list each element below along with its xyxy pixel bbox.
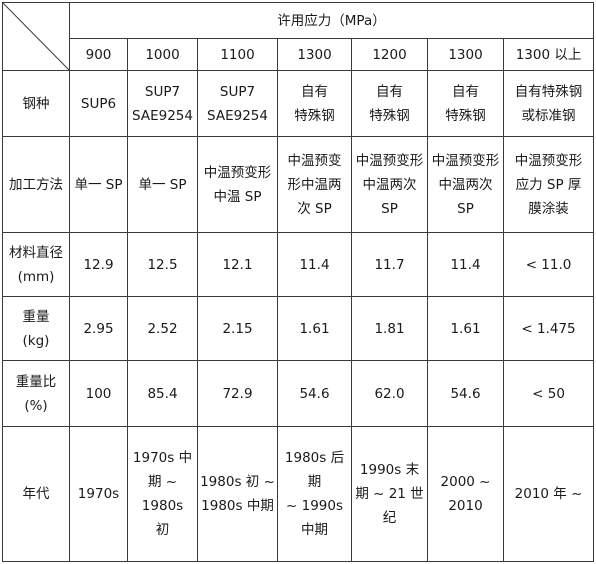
table-cell: 2.52 [127, 296, 198, 361]
table-cell: 11.7 [351, 232, 428, 297]
table-cell: 单一 SP [127, 136, 198, 233]
table-cell: 100 [69, 360, 128, 427]
table-cell: < 11.0 [502, 232, 595, 297]
table-cell: 1990s 末 期 ~ 21 世纪 [351, 426, 428, 562]
table-cell: 单一 SP [69, 136, 128, 233]
corner-diagonal-icon [3, 3, 69, 70]
table-cell: 中温预变形 中温两次 SP [427, 136, 504, 233]
table-cell: SUP7 SAE9254 [127, 70, 198, 137]
table-cell: 54.6 [277, 360, 352, 427]
table-row-material-diameter: 材料直径 (mm) 12.9 12.5 12.1 11.4 11.7 11.4 … [2, 232, 595, 297]
table-cell: 1970s [69, 426, 128, 562]
table-cell: 1980s 初 ~ 1980s 中期 [197, 426, 278, 562]
stress-values-row: 900 1000 1100 1300 1200 1300 1300 以上 [3, 38, 595, 71]
table-cell: 85.4 [127, 360, 198, 427]
table-cell: 1.61 [277, 296, 352, 361]
row-label-steel-grade: 钢种 [2, 70, 70, 137]
table-cell: 11.4 [427, 232, 504, 297]
table-cell: 12.5 [127, 232, 198, 297]
table-cell: 12.9 [69, 232, 128, 297]
table-cell: 1.61 [427, 296, 504, 361]
stress-column-header: 1300 以上 [502, 38, 595, 71]
table-cell: 2000 ~ 2010 [427, 426, 504, 562]
stress-column-header: 1000 [127, 38, 198, 71]
table-cell: SUP6 [69, 70, 128, 137]
table-cell: 1970s 中 期 ~ 1980s 初 [127, 426, 198, 562]
stress-column-header: 900 [69, 38, 128, 71]
stress-group-header: 许用应力（MPa） [68, 2, 595, 39]
table-cell: 72.9 [197, 360, 278, 427]
row-label-processing-method: 加工方法 [2, 136, 70, 233]
stress-column-header: 1300 [277, 38, 352, 71]
table-cell: 11.4 [277, 232, 352, 297]
table-cell: 1980s 后 期 ~ 1990s 中期 [277, 426, 352, 562]
table-cell: < 50 [502, 360, 595, 427]
table-cell: 中温预变形 中温 SP [197, 136, 278, 233]
table-cell: 中温预变形 应力 SP 厚 膜涂装 [502, 136, 595, 233]
row-label-weight-ratio: 重量比 (%) [2, 360, 70, 427]
row-label-material-diameter: 材料直径 (mm) [2, 232, 70, 297]
table-row-weight-ratio: 重量比 (%) 100 85.4 72.9 54.6 62.0 54.6 < 5… [2, 360, 595, 427]
row-label-weight: 重量 (kg) [2, 296, 70, 361]
stress-column-header: 1100 [197, 38, 278, 71]
table-cell: 2010 年 ~ [502, 426, 595, 562]
table-cell: 自有 特殊钢 [277, 70, 352, 137]
row-label-era: 年代 [2, 426, 70, 562]
table-cell: 中温预变形 中温两次 SP [351, 136, 428, 233]
table-cell: 12.1 [197, 232, 278, 297]
stress-column-header: 1200 [351, 38, 428, 71]
corner-cell [2, 2, 70, 71]
table-row-era: 年代 1970s 1970s 中 期 ~ 1980s 初 1980s 初 ~ 1… [2, 426, 595, 562]
table-cell: 2.95 [69, 296, 128, 361]
table-row-steel-grade: 钢种 SUP6 SUP7 SAE9254 SUP7 SAE9254 自有 特殊钢… [2, 70, 595, 137]
table-cell: 自有 特殊钢 [427, 70, 504, 137]
table-cell: < 1.475 [502, 296, 595, 361]
table-cell: 自有特殊钢 或标准钢 [502, 70, 595, 137]
table-cell: 54.6 [427, 360, 504, 427]
table-cell: 1.81 [351, 296, 428, 361]
table-cell: 自有 特殊钢 [351, 70, 428, 137]
table-row-weight: 重量 (kg) 2.95 2.52 2.15 1.61 1.81 1.61 < … [2, 296, 595, 361]
stress-column-header: 1300 [427, 38, 504, 71]
table-cell: SUP7 SAE9254 [197, 70, 278, 137]
table-cell: 62.0 [351, 360, 428, 427]
table-cell: 中温预变 形中温两 次 SP [277, 136, 352, 233]
table-row-processing-method: 加工方法 单一 SP 单一 SP 中温预变形 中温 SP 中温预变 形中温两 次… [2, 136, 595, 233]
table-cell: 2.15 [197, 296, 278, 361]
